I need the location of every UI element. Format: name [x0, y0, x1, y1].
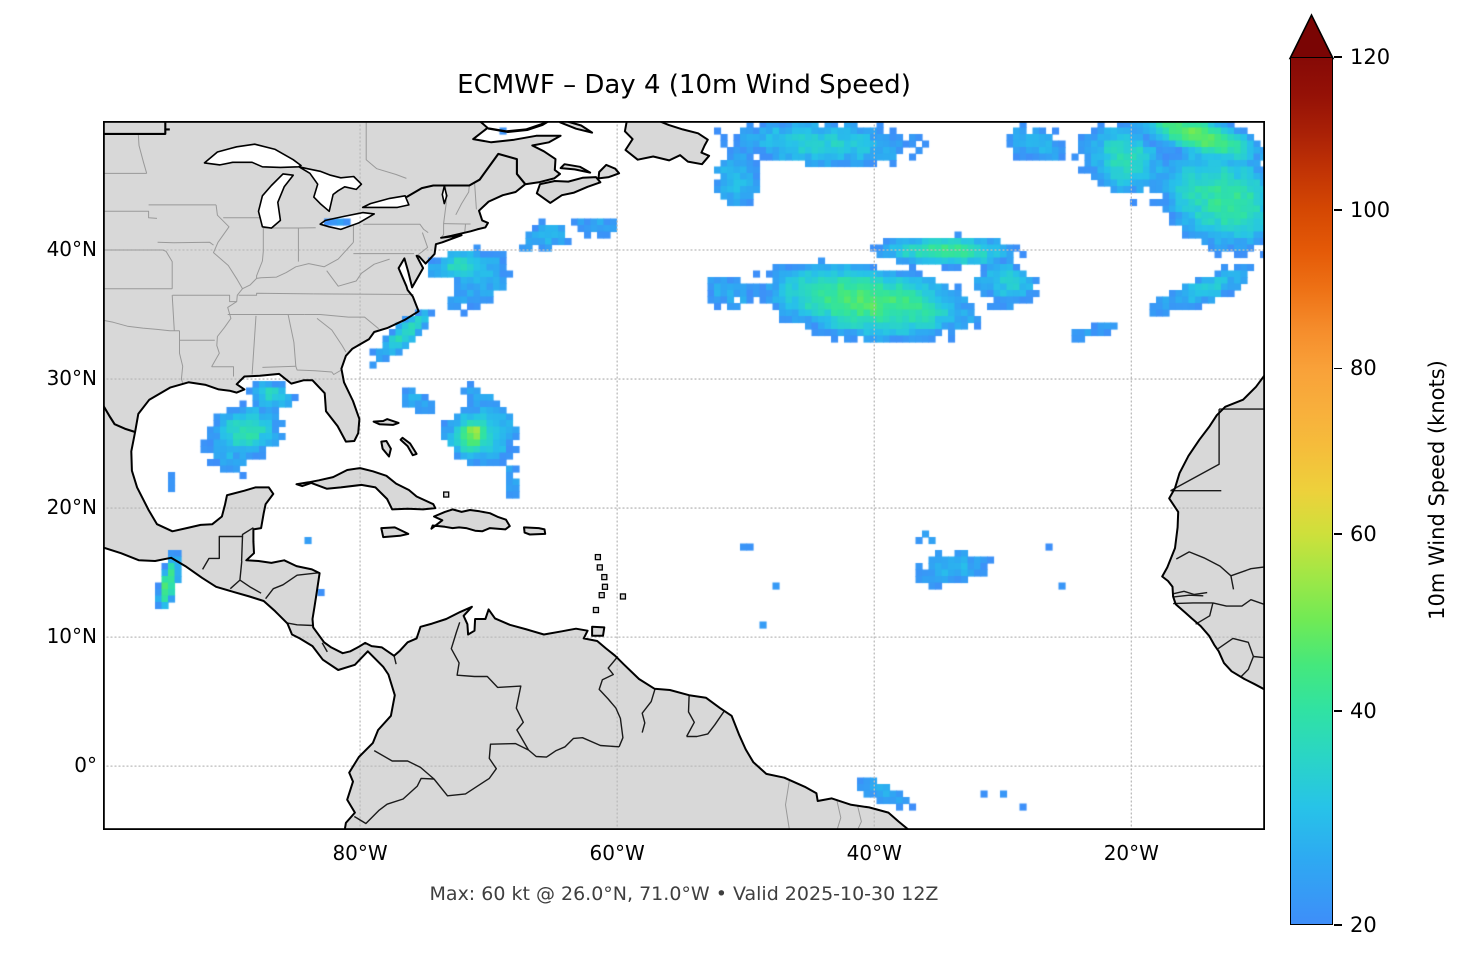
- colorbar-extend-arrow: [1288, 13, 1335, 60]
- colorbar-tick-mark: [1334, 710, 1342, 712]
- colorbar-tick-mark: [1334, 532, 1342, 535]
- x-tick-label: 60°W: [589, 841, 645, 865]
- wind-heatmap-canvas: [103, 121, 1265, 830]
- colorbar-tick-mark: [1334, 924, 1342, 926]
- y-tick-label: 40°N: [46, 236, 97, 261]
- colorbar-tick-label: 100: [1350, 198, 1391, 223]
- colorbar-tick-label: 20: [1350, 913, 1377, 937]
- chart-title: ECMWF – Day 4 (10m Wind Speed): [457, 70, 911, 100]
- colorbar-tick-mark: [1334, 367, 1342, 370]
- colorbar-gradient: [1290, 57, 1333, 925]
- map-plot: [103, 121, 1265, 830]
- colorbar-tick-mark: [1334, 209, 1342, 212]
- colorbar-tick-label: 60: [1350, 521, 1377, 546]
- y-tick-label: 30°N: [46, 365, 97, 390]
- x-tick-label: 20°W: [1103, 841, 1159, 865]
- colorbar-tick-label: 80: [1350, 356, 1377, 381]
- x-tick-label: 80°W: [332, 841, 388, 865]
- x-tick-label: 40°W: [846, 841, 902, 865]
- colorbar-tick-label: 120: [1350, 45, 1391, 69]
- colorbar-label: 10m Wind Speed (knots): [1425, 360, 1449, 620]
- coastlines-grid-svg: [103, 121, 1265, 830]
- colorbar-tick-label: 40: [1350, 698, 1377, 723]
- caption: Max: 60 kt @ 26.0°N, 71.0°W • Valid 2025…: [429, 883, 939, 905]
- y-tick-label: 20°N: [46, 494, 97, 519]
- colorbar-tick-mark: [1334, 56, 1342, 58]
- y-tick-label: 0°: [74, 752, 97, 777]
- y-tick-label: 10°N: [46, 623, 97, 648]
